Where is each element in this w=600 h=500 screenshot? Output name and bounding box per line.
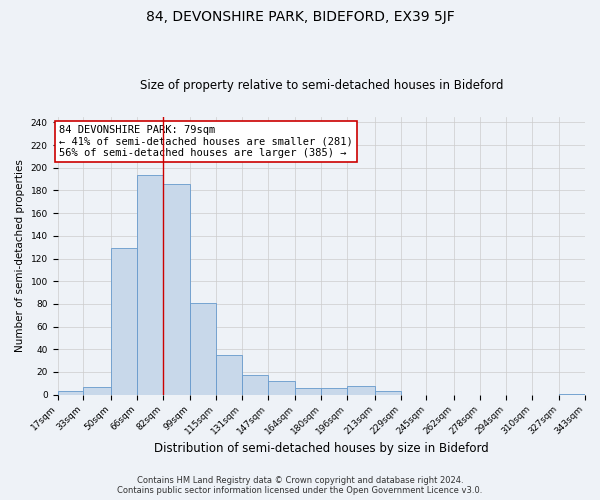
Text: 84 DEVONSHIRE PARK: 79sqm
← 41% of semi-detached houses are smaller (281)
56% of: 84 DEVONSHIRE PARK: 79sqm ← 41% of semi-… bbox=[59, 124, 353, 158]
Bar bbox=[242, 376, 268, 394]
Bar bbox=[321, 388, 347, 394]
Title: Size of property relative to semi-detached houses in Bideford: Size of property relative to semi-detach… bbox=[140, 79, 503, 92]
Text: Contains HM Land Registry data © Crown copyright and database right 2024.
Contai: Contains HM Land Registry data © Crown c… bbox=[118, 476, 482, 495]
Bar bbox=[58, 391, 83, 394]
Bar bbox=[111, 248, 137, 394]
Bar bbox=[268, 381, 295, 394]
Bar bbox=[83, 386, 111, 394]
Bar bbox=[137, 174, 163, 394]
Y-axis label: Number of semi-detached properties: Number of semi-detached properties bbox=[15, 160, 25, 352]
Bar bbox=[347, 386, 374, 394]
Bar bbox=[216, 355, 242, 395]
Text: 84, DEVONSHIRE PARK, BIDEFORD, EX39 5JF: 84, DEVONSHIRE PARK, BIDEFORD, EX39 5JF bbox=[146, 10, 454, 24]
Bar bbox=[374, 391, 401, 394]
Bar bbox=[190, 303, 216, 394]
Bar bbox=[295, 388, 321, 394]
Bar bbox=[163, 184, 190, 394]
X-axis label: Distribution of semi-detached houses by size in Bideford: Distribution of semi-detached houses by … bbox=[154, 442, 488, 455]
